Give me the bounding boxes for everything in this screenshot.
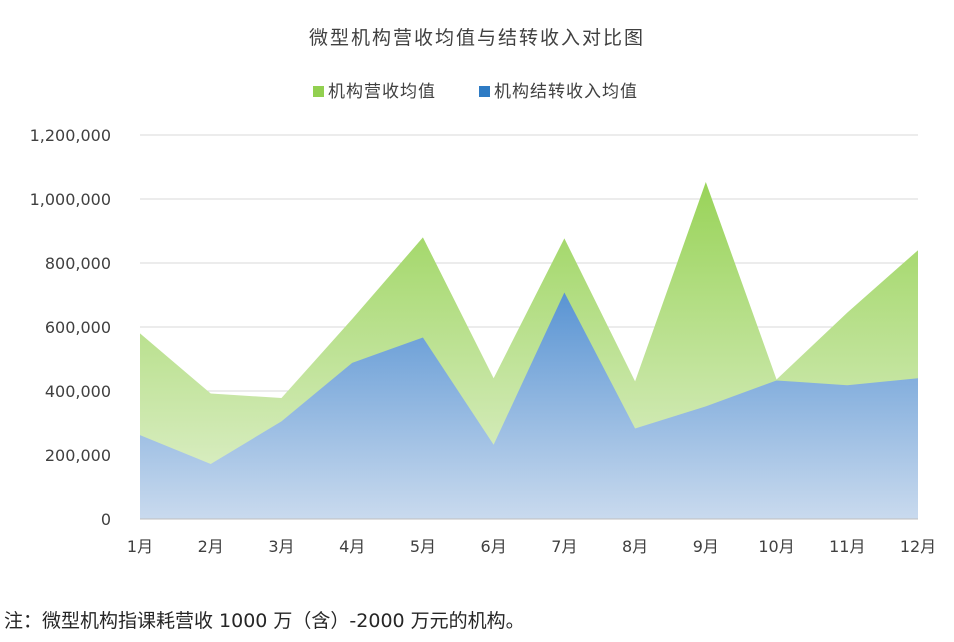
x-axis: 1月 2月 3月 4月 5月 6月 7月 8月 9月 10月 11月 12月 xyxy=(127,518,936,556)
y-tick-label: 800,000 xyxy=(45,254,111,273)
x-tick-label: 3月 xyxy=(268,537,294,556)
area-series-carryover xyxy=(140,292,918,519)
x-tick-label: 11月 xyxy=(829,537,865,556)
y-tick-label: 1,200,000 xyxy=(30,126,111,145)
chart: 微型机构营收均值与结转收入对比图 机构营收均值 机构结转收入均值 0 200,00… xyxy=(30,27,937,556)
footnote: 注：微型机构指课耗营收 1000 万（含）-2000 万元的机构。 xyxy=(4,610,525,632)
x-tick-label: 5月 xyxy=(410,537,436,556)
x-tick-label: 1月 xyxy=(127,537,153,556)
x-tick-label: 7月 xyxy=(551,537,577,556)
x-tick-label: 10月 xyxy=(758,537,794,556)
x-tick-label: 8月 xyxy=(622,537,648,556)
legend-label-carryover: 机构结转收入均值 xyxy=(494,82,638,102)
x-tick-label: 4月 xyxy=(339,537,365,556)
chart-title: 微型机构营收均值与结转收入对比图 xyxy=(309,27,645,49)
y-tick-label: 600,000 xyxy=(45,318,111,337)
plot-area xyxy=(140,182,918,520)
x-tick-label: 12月 xyxy=(900,537,936,556)
chart-canvas: 微型机构营收均值与结转收入对比图 机构营收均值 机构结转收入均值 0 200,00… xyxy=(30,27,937,556)
legend-swatch-carryover xyxy=(479,86,490,97)
legend-swatch-revenue xyxy=(313,86,324,97)
y-tick-label: 0 xyxy=(101,510,111,529)
y-axis: 0 200,000 400,000 600,000 800,000 1,000,000 1,… xyxy=(30,126,111,529)
y-tick-label: 200,000 xyxy=(45,446,111,465)
x-tick-label: 2月 xyxy=(198,537,224,556)
x-tick-label: 9月 xyxy=(693,537,719,556)
y-tick-label: 1,000,000 xyxy=(30,190,111,209)
x-tick-label: 6月 xyxy=(481,537,507,556)
y-tick-label: 400,000 xyxy=(45,382,111,401)
legend-label-revenue: 机构营收均值 xyxy=(328,82,436,102)
legend: 机构营收均值 机构结转收入均值 xyxy=(313,82,638,102)
